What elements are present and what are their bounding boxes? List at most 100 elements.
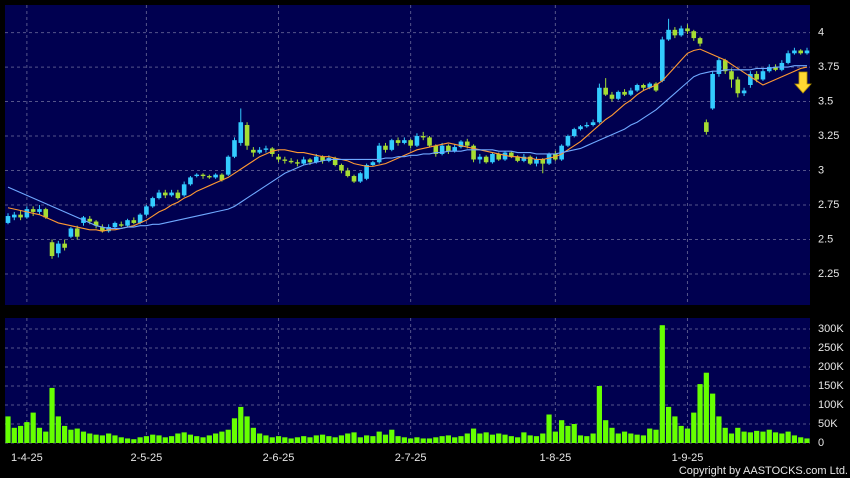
candle-body	[345, 170, 351, 177]
volume-bar	[464, 433, 470, 443]
volume-bar	[703, 372, 709, 443]
candle-body	[691, 31, 697, 39]
candle-body	[251, 149, 256, 153]
candle-body	[200, 174, 206, 177]
candle-body	[24, 209, 30, 218]
candle-body	[748, 73, 753, 85]
volume-bar	[653, 429, 659, 443]
volume-bar	[345, 433, 351, 443]
volume-bar	[382, 434, 389, 443]
volume-bar	[772, 432, 779, 443]
x-tick-label: 1-9-25	[672, 452, 704, 464]
volume-tick-label: 300K	[818, 323, 844, 335]
volume-bar	[590, 433, 596, 443]
candle-body	[395, 140, 401, 143]
candle-body	[162, 192, 168, 196]
volume-bar	[584, 436, 590, 443]
candle-body	[471, 145, 476, 160]
volume-bar	[263, 435, 269, 443]
volume-bar	[804, 438, 810, 443]
volume-bar	[716, 416, 722, 443]
candle-body	[30, 209, 36, 212]
volume-bar	[546, 414, 552, 443]
candle-body	[181, 184, 187, 196]
volume-bar	[269, 437, 275, 443]
volume-bar	[131, 439, 137, 443]
volume-bar	[307, 437, 313, 443]
volume-bar	[615, 433, 621, 443]
ma-line	[7, 48, 808, 232]
volume-bar	[791, 435, 798, 443]
candle-body	[207, 176, 212, 178]
volume-bar	[143, 436, 150, 443]
candle-body	[100, 227, 105, 232]
volume-bar	[49, 387, 55, 443]
volume-bar	[93, 434, 99, 443]
volume-bar	[225, 429, 231, 443]
volume-bar	[672, 416, 678, 443]
volume-bar	[194, 436, 200, 443]
volume-bar	[621, 431, 628, 443]
candle-body	[527, 156, 533, 164]
volume-bar	[559, 420, 565, 443]
candle-body	[792, 50, 797, 54]
candle-body	[779, 62, 785, 70]
volume-bar	[647, 428, 653, 443]
candle-body	[257, 149, 262, 153]
volume-bar	[370, 436, 376, 443]
volume-bar	[364, 435, 370, 443]
volume-bar	[477, 433, 483, 443]
candle-body	[502, 152, 508, 160]
y-tick-label: 4	[818, 26, 824, 38]
volume-bar	[338, 435, 345, 443]
candle-body	[773, 67, 778, 70]
candle-body	[37, 209, 42, 212]
volume-bar	[168, 436, 175, 443]
volume-bar	[609, 427, 615, 443]
volume-bar	[508, 436, 514, 443]
candle-body	[420, 136, 426, 138]
volume-bar	[540, 433, 546, 443]
candle-body	[131, 220, 137, 223]
candle-body	[666, 29, 671, 40]
candle-body	[376, 145, 382, 163]
candle-body	[358, 173, 363, 182]
volume-bar	[766, 429, 772, 443]
candle-body	[282, 159, 288, 161]
volume-bar	[43, 431, 49, 443]
volume-bar	[533, 436, 540, 443]
volume-bar	[301, 436, 307, 443]
volume-bar	[665, 406, 672, 443]
candle-body	[351, 176, 357, 182]
volume-bar	[62, 425, 68, 443]
candle-body	[464, 141, 470, 146]
volume-tick-label: 0	[818, 437, 824, 449]
volume-bar	[181, 432, 187, 443]
candle-body	[364, 165, 369, 179]
candle-body	[766, 67, 772, 72]
volume-bar	[754, 430, 760, 443]
candle-body	[150, 198, 156, 207]
candle-body	[597, 87, 602, 123]
candle-body	[710, 73, 715, 109]
volume-bar	[722, 427, 728, 443]
volume-bar	[30, 412, 36, 443]
candle-body	[301, 159, 306, 164]
candle-body	[678, 28, 684, 36]
volume-bar	[395, 436, 401, 443]
candle-body	[716, 60, 722, 74]
candle-body	[628, 90, 634, 95]
volume-bar	[628, 433, 634, 443]
candle-body	[137, 214, 143, 223]
candle-body	[307, 159, 313, 163]
candle-body	[515, 156, 520, 161]
candle-body	[62, 243, 67, 248]
candle-body	[232, 140, 237, 157]
candle-body	[647, 83, 653, 88]
candle-body	[175, 192, 181, 199]
volume-bar	[150, 434, 156, 443]
volume-bar	[156, 435, 162, 443]
candle-body	[5, 216, 11, 223]
volume-bar	[458, 436, 464, 443]
